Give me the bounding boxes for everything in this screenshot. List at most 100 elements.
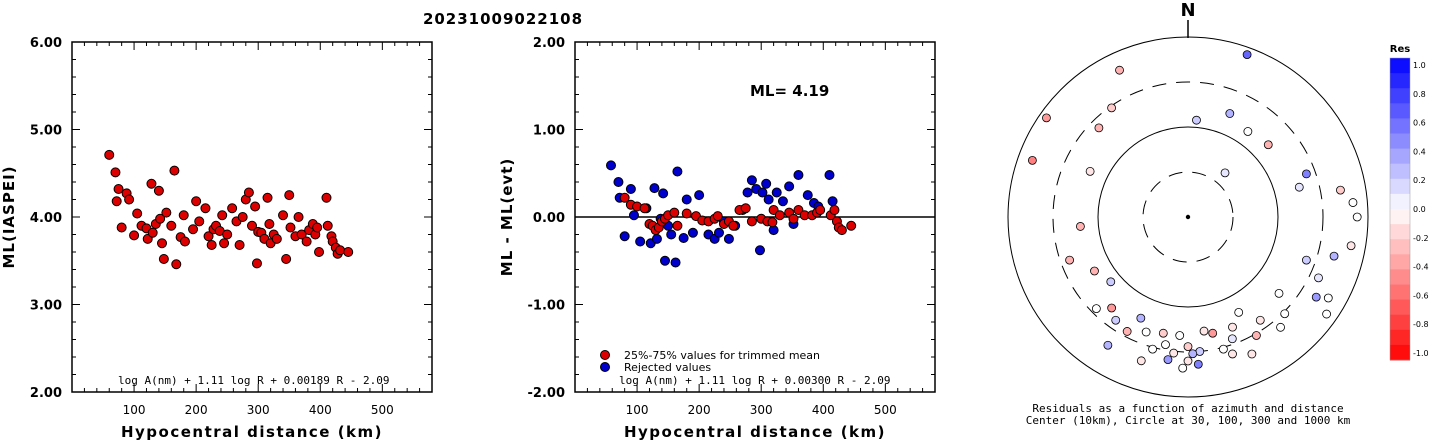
rejected-point (613, 177, 624, 187)
colorbar-cell (1390, 209, 1410, 225)
data-point (132, 208, 143, 219)
rejected-point (660, 255, 670, 266)
y-axis-label: ML - ML(evt) (498, 158, 516, 276)
rejected-point (777, 196, 788, 207)
data-point (155, 213, 166, 224)
data-point (166, 220, 177, 231)
residual-point (1141, 327, 1151, 337)
rejected-point (723, 233, 734, 244)
rejected-point (687, 227, 698, 238)
colorbar-cell (1390, 193, 1410, 210)
rejected-point (649, 183, 660, 194)
residual-point (1106, 277, 1116, 287)
residual-point (1076, 222, 1085, 231)
rejected-point (666, 229, 677, 240)
map-caption: Residuals as a function of azimuth and d… (1032, 402, 1343, 415)
circle-1000km (1007, 36, 1369, 398)
formula-label: log A(nm) + 1.11 log R + 0.00300 R - 2.0… (619, 374, 891, 387)
residual-point (1311, 292, 1321, 302)
residual-point (1183, 356, 1193, 366)
y-tick-label: 2.00 (533, 36, 565, 51)
trimmed-point (815, 205, 826, 215)
data-point (314, 247, 325, 257)
colorbar-tick-label: -0.4 (1413, 263, 1429, 272)
north-label: N (1180, 0, 1195, 21)
rejected-point (658, 188, 669, 199)
colorbar-tick-label: -0.2 (1413, 234, 1429, 243)
data-point (237, 212, 248, 222)
data-point (110, 167, 121, 178)
colorbar-tick-label: -0.6 (1413, 291, 1429, 300)
residual-point (1136, 356, 1146, 366)
rejected-point (714, 227, 724, 238)
residual-colorbar: Res 1.0 0.8 0.6 0.4 0.2 0.0 -0.2 -0.4 -0.6 -0.8 -1… (1389, 44, 1429, 361)
data-point (200, 203, 211, 214)
data-point (296, 229, 307, 240)
rejected-point (763, 194, 774, 205)
rejected-point (619, 231, 630, 242)
colorbar-tick-label: 1.0 (1413, 61, 1426, 70)
colorbar-cell (1390, 224, 1410, 240)
data-point (278, 210, 289, 221)
residual-point (1193, 359, 1203, 369)
residual-point (1329, 251, 1339, 261)
trimmed-point (669, 207, 680, 218)
residual-point (1302, 169, 1311, 179)
rejected-point (670, 257, 681, 268)
trimmed-point (746, 216, 757, 227)
data-point (285, 222, 296, 233)
colorbar-tick-label: -1.0 (1413, 349, 1429, 358)
trimmed-point (788, 213, 799, 224)
colorbar-cell (1390, 88, 1410, 104)
residual-point (1220, 168, 1230, 178)
trimmed-point (728, 220, 739, 231)
x-tick-label: 100 (123, 403, 146, 417)
axis-ticks: 100 200 300 400 500 -2.00 -1.00 0.00 1.00 2.00 (528, 36, 936, 417)
colorbar-cell (1390, 344, 1410, 361)
rejected-point (681, 194, 692, 205)
circle-100km (1097, 126, 1279, 308)
x-tick-label: 500 (371, 403, 394, 417)
ml-annotation: ML= 4.19 (750, 82, 829, 100)
residual-point (1122, 327, 1132, 336)
residual-point (1175, 331, 1185, 340)
residual-point (1252, 331, 1261, 340)
colorbar-cell (1390, 163, 1410, 180)
map-subcaption: Center (10km), Circle at 30, 100, 300 an… (1026, 414, 1351, 427)
residual-point (1169, 348, 1179, 358)
legend-marker-rejected (600, 362, 610, 372)
trimmed-point (639, 203, 650, 214)
data-point (129, 230, 140, 241)
colorbar-tick-label: 0.4 (1413, 147, 1426, 156)
residual-point (1111, 315, 1121, 325)
residual-point (1091, 304, 1101, 314)
residual-point (1183, 342, 1193, 352)
y-tick-label: 6.00 (30, 36, 62, 51)
data-point (146, 178, 157, 189)
colorbar-cell (1390, 239, 1410, 255)
y-tick-label: 5.00 (30, 124, 62, 139)
legend-label-trimmed: 25%-75% values for trimmed mean (624, 349, 820, 362)
x-tick-label: 500 (874, 403, 897, 417)
trimmed-point (836, 225, 847, 236)
rejected-point (793, 170, 804, 180)
rejected-point (606, 160, 616, 171)
residual-point (1085, 166, 1095, 176)
residual-point (1219, 344, 1228, 354)
rejected-point (784, 181, 795, 192)
data-point (217, 210, 228, 221)
colorbar-tick-label: 0.8 (1413, 90, 1426, 99)
residual-point (1352, 212, 1362, 222)
data-point (111, 196, 122, 207)
trimmed-point (829, 205, 840, 215)
residual-point (1255, 315, 1265, 325)
residual-point (1192, 115, 1201, 125)
colorbar-cell (1390, 178, 1410, 195)
residual-point (1163, 355, 1173, 364)
colorbar-cell (1390, 314, 1410, 331)
residual-point (1336, 185, 1345, 195)
data-point (271, 233, 282, 244)
residual-point (1294, 182, 1304, 192)
residual-point (1227, 334, 1237, 344)
